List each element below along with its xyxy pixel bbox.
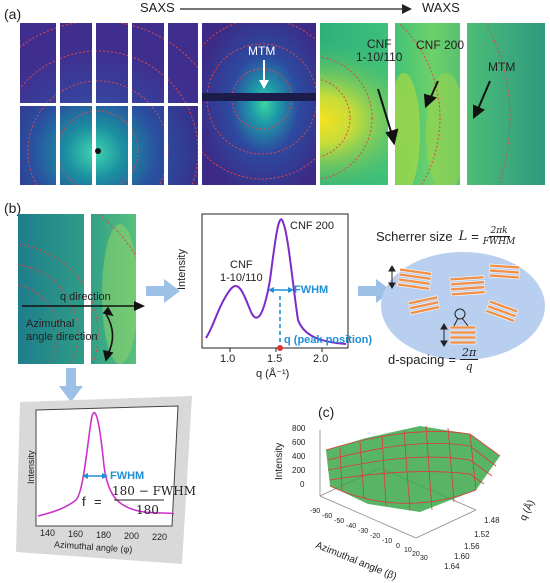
peak-position-label: q (peak position) (284, 334, 372, 346)
surface-plot-3d (319, 425, 501, 539)
panel-a-tag: (a) (4, 6, 22, 22)
q-plot-ylabel: Intensity (176, 249, 188, 290)
cnf-110-label-line1: CNF (366, 37, 392, 51)
saxs-detector-image (20, 23, 198, 185)
surface-x-tick-3: -50 (334, 518, 345, 525)
crystallite-ellipse (381, 252, 545, 360)
surface-z-tick-2: 600 (292, 438, 306, 447)
azimuthal-tick-1: 140 (40, 528, 56, 538)
azimuthal-plot-card (16, 396, 192, 564)
azimuthal-plot-fwhm: FWHM (110, 470, 145, 482)
surface-x-tick-5: -30 (358, 528, 369, 535)
panel-c-tag: (c) (318, 404, 335, 420)
f-formula-f: f (82, 494, 86, 509)
q-plot-tick-1: 1.0 (220, 353, 236, 365)
cnf200-peak-label: CNF 200 (290, 220, 335, 232)
dspacing-numerator: 2π (459, 346, 479, 360)
cnf-200-label: CNF 200 (416, 38, 465, 52)
surface-x-tick-11: 30 (420, 555, 428, 562)
surface-x-tick-10: 20 (412, 551, 420, 558)
panel-b-tag: (b) (4, 200, 22, 216)
waxs-arrows (377, 80, 491, 146)
surface-y-tick-4: 1.60 (454, 552, 470, 561)
flow-arrow-down (59, 368, 83, 402)
surface-y-tick-1: 1.48 (484, 516, 500, 525)
surface-x-tick-6: -20 (370, 533, 381, 540)
cnf110-peak-label: CNF 1-10/110 (220, 259, 263, 285)
surface-x-tick-9: 10 (404, 547, 412, 554)
surface-x-tick-2: -60 (322, 513, 333, 520)
f-formula-numerator: 180 − FWHM (112, 484, 196, 498)
fwhm-label-q: FWHM (294, 284, 329, 296)
surface-x-tick-4: -40 (346, 523, 357, 530)
surface-x-tick-7: -10 (382, 538, 393, 545)
surface-y-tick-3: 1.56 (464, 542, 480, 551)
azimuthal-plot-ylabel: Intensity (26, 450, 36, 484)
surface-z-tick-3: 400 (292, 452, 306, 461)
azimuthal-tick-4: 200 (124, 531, 140, 541)
azimuthal-label: Azimuthal angle direction (26, 318, 98, 344)
saxs-label: SAXS (140, 0, 175, 15)
cnf-110-label-line2: 1-10/110 (356, 50, 403, 64)
surface-z-tick-4: 200 (292, 466, 306, 475)
q-plot-tick-3: 2.0 (313, 353, 329, 365)
scherrer-denominator: FWHM (482, 237, 516, 247)
f-formula-denominator: 180 (136, 503, 159, 517)
scherrer-L: L (458, 229, 468, 244)
saxs-to-waxs-arrow (180, 4, 412, 14)
q-plot-xlabel: q (Å⁻¹) (256, 368, 290, 380)
scherrer-equals: = (471, 229, 479, 244)
surface-y-tick-5: 1.64 (444, 562, 460, 571)
scherrer-numerator: 2πk (488, 226, 510, 237)
cnf110-peak-label-line2: 1-10/110 (220, 272, 263, 284)
q-intensity-plot (201, 213, 349, 352)
dspacing-equals: = (448, 352, 456, 367)
cnf-110-label: CNF 1-10/110 (356, 38, 402, 64)
scherrer-formula: Scherrer size L = 2πk FWHM (376, 226, 515, 247)
azimuthal-tick-5: 220 (152, 532, 168, 542)
azimuthal-tick-2: 160 (68, 529, 84, 539)
waxs-direction-image (18, 214, 136, 364)
azimuthal-label-line2: angle direction (26, 331, 98, 343)
surface-z-tick-1: 800 (292, 424, 306, 433)
cnf110-peak-label-line1: CNF (230, 259, 253, 271)
mtm-label-right: MTM (488, 60, 516, 74)
surface-scatter (326, 426, 500, 512)
dspacing-formula: d-spacing = 2π q (388, 346, 479, 373)
mtm-arrow-mid (259, 60, 269, 89)
dspacing-prefix: d-spacing (388, 352, 445, 367)
flow-arrow-right-1 (146, 279, 180, 303)
dspacing-denominator: q (465, 360, 473, 373)
surface-x-tick-8: 0 (396, 543, 400, 550)
q-profile-curve (205, 218, 347, 345)
azimuthal-profile-curve (37, 412, 175, 517)
mtm-detector-image (202, 23, 316, 185)
f-formula-eq: = (94, 494, 102, 509)
dspacing-fraction: 2π q (459, 346, 479, 373)
surface-y-tick-2: 1.52 (474, 530, 490, 539)
azimuthal-label-line1: Azimuthal (26, 318, 75, 330)
surface-z-tick-5: 0 (300, 480, 305, 489)
azimuthal-tick-3: 180 (96, 530, 112, 540)
scherrer-prefix: Scherrer size (376, 229, 453, 244)
waxs-detector-image (320, 23, 545, 185)
surface-zlabel: Intensity (274, 442, 285, 480)
scherrer-fraction: 2πk FWHM (483, 226, 516, 247)
waxs-label: WAXS (422, 0, 460, 15)
q-direction-label: q direction (60, 291, 111, 303)
surface-x-tick-1: -90 (310, 508, 321, 515)
q-plot-tick-2: 1.5 (267, 353, 283, 365)
mtm-label-mid: MTM (248, 44, 276, 58)
q-direction-arrowhead (134, 301, 145, 311)
